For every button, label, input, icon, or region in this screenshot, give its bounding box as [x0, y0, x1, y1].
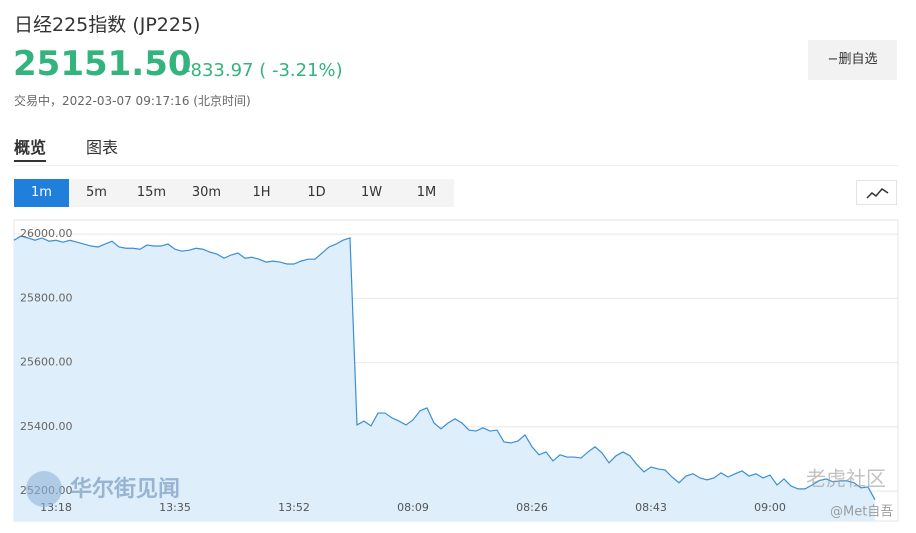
tab-underline [14, 160, 46, 162]
x-tick-label: 13:35 [159, 501, 191, 514]
interval-button[interactable]: 1H [252, 185, 271, 200]
button-label: 删自选 [838, 52, 878, 67]
change: -833.97 ( -3.21%) [184, 60, 343, 81]
interval-button[interactable]: 30m [191, 185, 222, 200]
interval-button[interactable]: 5m [86, 185, 107, 200]
x-tick-label: 08:43 [635, 501, 667, 514]
interval-button[interactable]: 1m [14, 179, 69, 207]
watermark-logo [26, 471, 62, 507]
chart-icon [866, 188, 889, 199]
x-tick-label: 08:09 [397, 501, 429, 514]
interval-button[interactable]: 1D [307, 185, 326, 200]
y-tick-label: 25800.00 [20, 291, 73, 304]
tab[interactable]: 概览 [14, 138, 47, 157]
y-tick-label: 26000.00 [20, 227, 73, 240]
chart-type-button[interactable] [856, 180, 897, 205]
y-tick-label: 25600.00 [20, 356, 73, 369]
title: 日经225指数 (JP225) [14, 10, 200, 37]
line [13, 235, 876, 501]
interval-button[interactable]: 1W [360, 185, 383, 200]
index-code: (JP225) [132, 14, 201, 36]
interval-button[interactable]: 15m [136, 185, 167, 200]
x-tick-label: 13:52 [278, 501, 310, 514]
x-tick-label: 09:00 [754, 501, 786, 514]
watermark: 华尔街见闻 [70, 476, 180, 502]
index-name: 日经225指数 [14, 14, 127, 36]
tab-divider [14, 165, 898, 166]
interval-button[interactable]: 1M [416, 185, 437, 200]
price: 25151.50 [13, 44, 192, 84]
watermark: 老虎社区 [806, 467, 886, 491]
y-tick-label: 25400.00 [20, 420, 73, 433]
area [14, 236, 875, 522]
tab[interactable]: 图表 [86, 138, 119, 157]
remove-watchlist-button[interactable]: −删自选 [808, 40, 897, 80]
watermark: @Met自吾 [830, 505, 893, 520]
x-tick-label: 08:26 [516, 501, 548, 514]
status: 交易中，2022-03-07 09:17:16 (北京时间) [14, 94, 251, 108]
interval-bar: 1m 5m 15m 30m 1H 1D 1W 1M [14, 179, 454, 207]
